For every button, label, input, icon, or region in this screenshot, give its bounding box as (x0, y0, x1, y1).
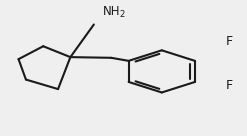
Text: F: F (226, 79, 233, 92)
Text: F: F (226, 35, 233, 48)
Text: 2: 2 (119, 10, 125, 18)
Text: NH: NH (103, 5, 120, 18)
